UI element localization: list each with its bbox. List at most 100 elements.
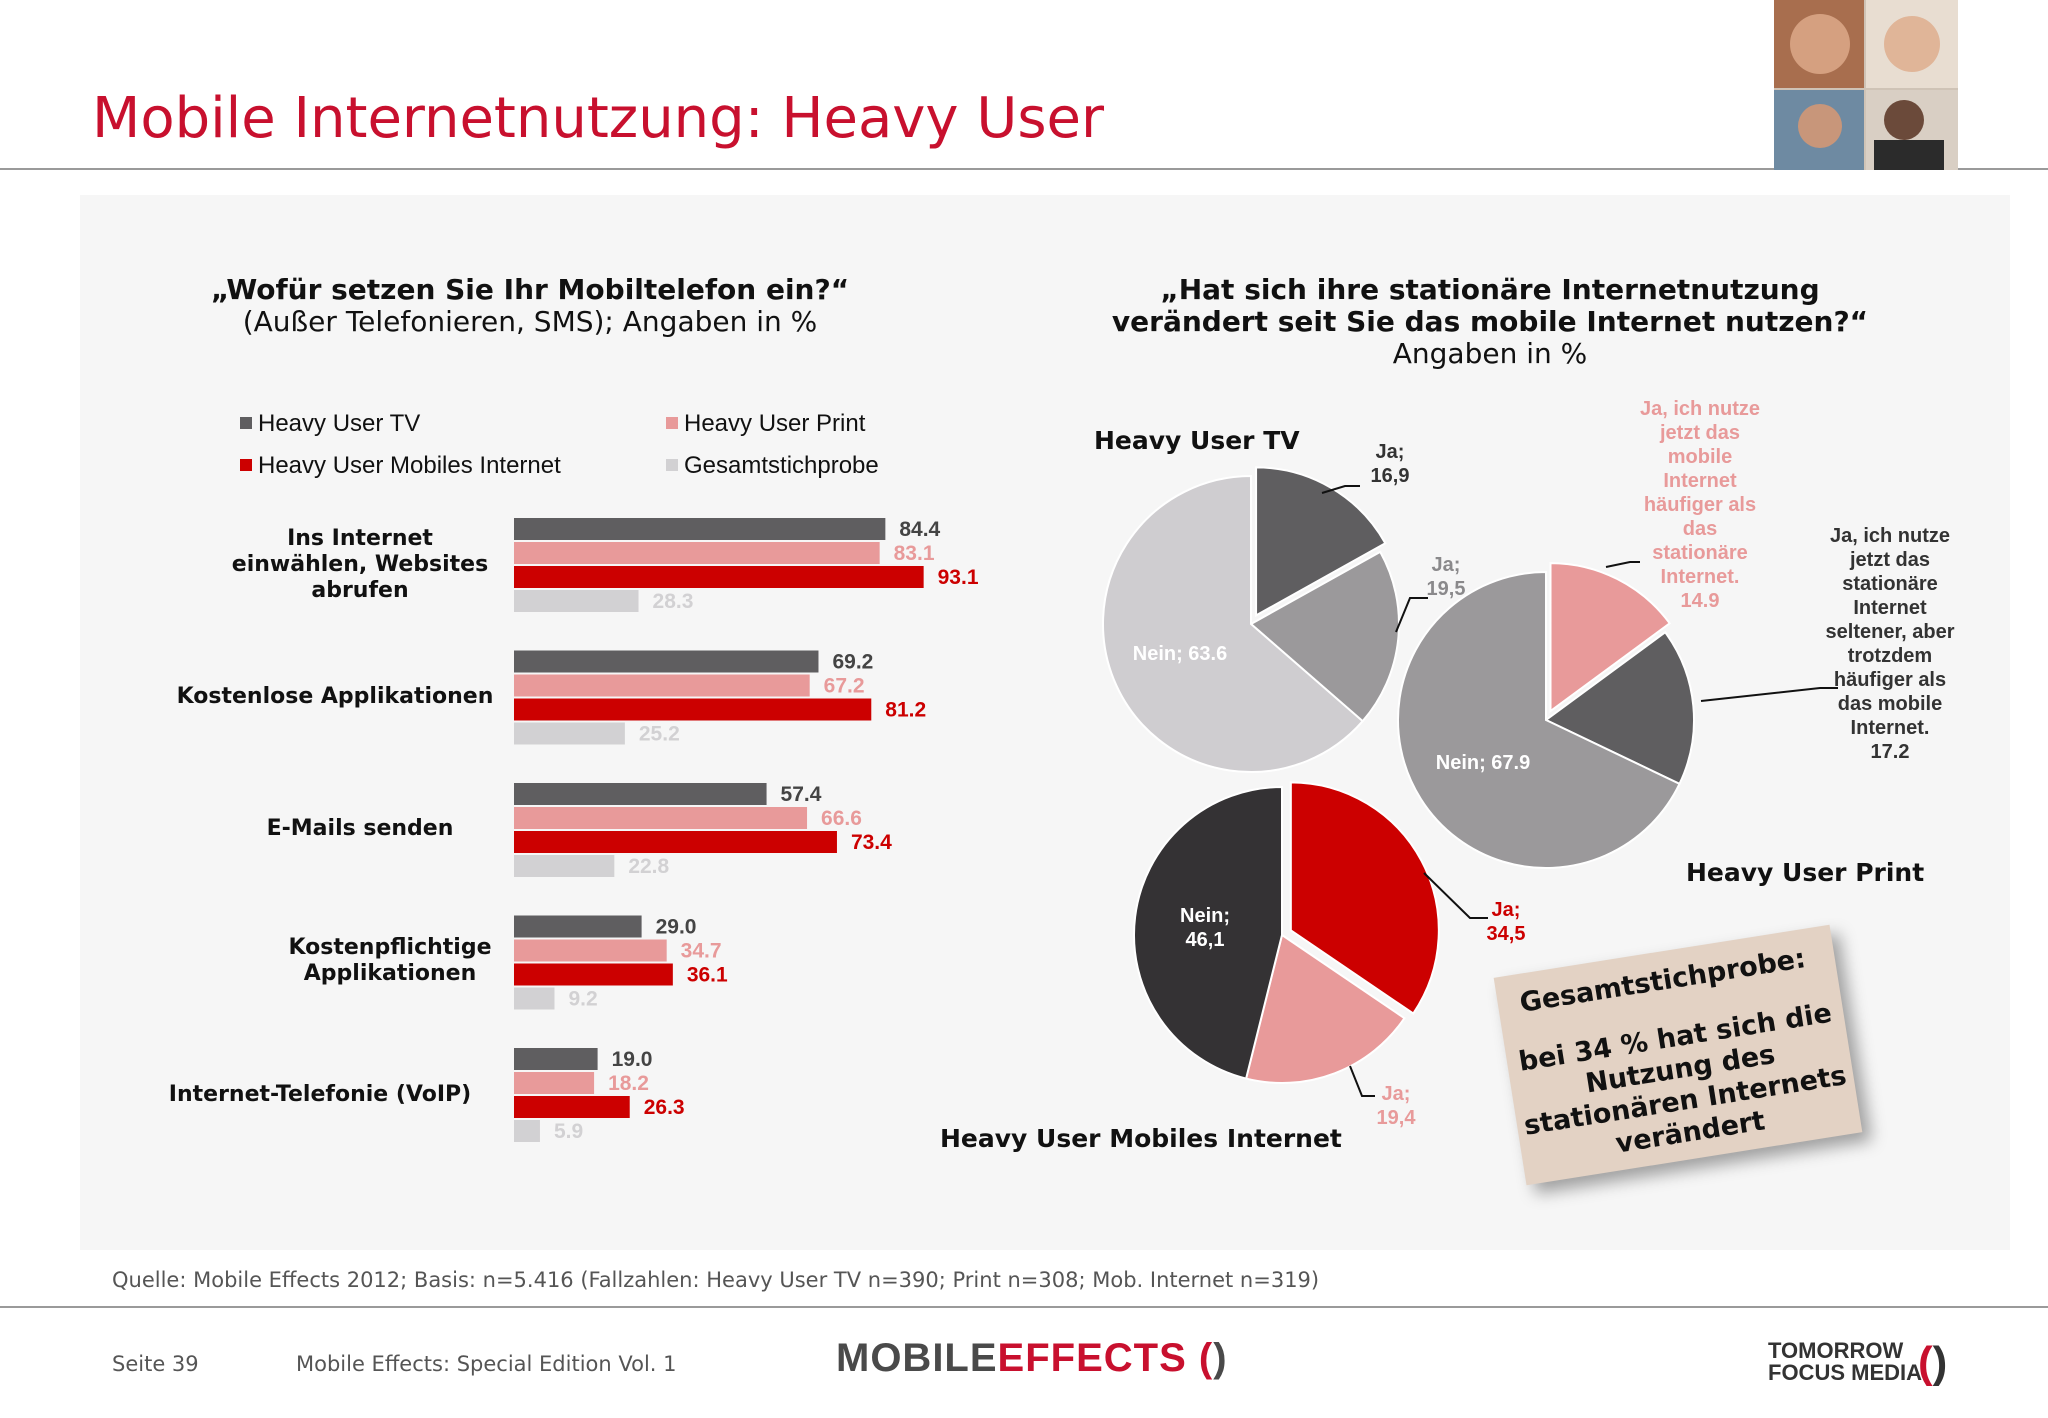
pie-label-tv-ja2: Ja; 19,5: [1406, 553, 1486, 601]
pie-slice: [1249, 550, 1400, 723]
legend-item-tv: Heavy User TV: [240, 410, 420, 438]
pie-label-line: Nein;: [1180, 905, 1230, 927]
pie-label-line: das mobile: [1837, 693, 1943, 715]
logo-text: TOMORROW: [1768, 1338, 1904, 1363]
pie-label-mobile-ja2: Ja; 19,4: [1356, 1082, 1436, 1130]
header-photo: [1774, 0, 1958, 170]
logo-bracket-icon: (: [1186, 1336, 1214, 1380]
pie-label-line: Internet: [1663, 470, 1737, 492]
bar-value-label: 57.4: [781, 783, 822, 806]
bar: [514, 674, 810, 697]
bar-value-label: 84.4: [899, 518, 940, 541]
legend-item-print: Heavy User Print: [666, 410, 865, 438]
pie-label-line: stationäre: [1652, 542, 1748, 564]
bar-value-label: 69.2: [832, 651, 873, 674]
page-number: Seite 39: [112, 1352, 199, 1376]
pie-label-line: trotzdem: [1847, 645, 1933, 667]
right-question-title-line2: verändert seit Sie das mobile Internet n…: [1111, 305, 1869, 338]
pie-leader-line: [1605, 561, 1640, 568]
logo-bracket-icon: (): [1918, 1338, 1948, 1387]
pie-label-line: 19,5: [1426, 578, 1466, 600]
category-label: Kostenpflichtige Applikationen: [288, 935, 492, 986]
pie-title-print: Heavy User Print: [1686, 858, 1925, 887]
bar-value-label: 66.6: [821, 807, 862, 830]
pie-leader-line: [1321, 485, 1360, 494]
logo-text: MOBILE: [836, 1336, 998, 1380]
bar-value-label: 25.2: [639, 723, 680, 746]
bar: [514, 722, 625, 745]
pie-label-line: seltener, aber: [1825, 621, 1955, 643]
left-question: „Wofür setzen Sie Ihr Mobiltelefon ein?“…: [150, 274, 910, 338]
bar: [514, 807, 808, 829]
pie-slice: [1549, 562, 1672, 714]
pie-slice: [1397, 570, 1681, 869]
pie-label-line: Ja;: [1431, 554, 1461, 576]
pie-leader-line: [1423, 872, 1488, 919]
pie-label-line: das: [1682, 518, 1718, 540]
pie-label-line: 16,9: [1370, 465, 1410, 487]
pie-label-line: Ja, ich nutze: [1639, 398, 1761, 420]
pie-label-line: stationäre: [1842, 573, 1938, 595]
pie-label-line: häufiger als: [1643, 494, 1757, 516]
legend-swatch-total: [666, 459, 678, 471]
right-question-subtitle: Angaben in %: [1392, 337, 1588, 370]
pie-label-print-nein: Nein; 67.9: [1435, 752, 1531, 774]
legend-label-mobile: Heavy User Mobiles Internet: [258, 452, 561, 479]
pie-label-mobile-nein: Nein; 46,1: [1165, 904, 1245, 952]
pie-label-tv-ja1: Ja; 16,9: [1350, 440, 1430, 488]
pie-slice: [1244, 933, 1406, 1084]
bar: [514, 590, 639, 612]
bar: [514, 542, 880, 564]
pie-label-line: jetzt das: [1849, 549, 1931, 571]
bar-value-label: 83.1: [894, 542, 935, 565]
bar: [514, 698, 872, 721]
legend-swatch-mobile: [240, 459, 252, 471]
pie-label-print-ja1: Ja, ich nutze jetzt das mobile Internet häuf…: [1600, 397, 1800, 613]
bar-value-label: 26.3: [644, 1096, 685, 1119]
logo-text: EFFECTS: [997, 1336, 1187, 1380]
bar: [514, 1120, 540, 1142]
left-question-title: „Wofür setzen Sie Ihr Mobiltelefon ein?“: [210, 273, 850, 306]
pie-label-line: Internet: [1853, 597, 1927, 619]
pie-label-mobile-ja1: Ja; 34,5: [1466, 898, 1546, 946]
pie-label-line: 34,5: [1486, 923, 1526, 945]
bar-value-label: 18.2: [608, 1072, 649, 1095]
bar: [514, 1096, 630, 1118]
pie-label-line: 17.2: [1870, 741, 1910, 763]
pie-label-line: Internet.: [1850, 717, 1930, 739]
bar: [514, 915, 642, 938]
logo-text: FOCUS MEDIA: [1768, 1360, 1922, 1385]
logo-bracket-icon: ): [1213, 1336, 1228, 1380]
left-question-subtitle: (Außer Telefonieren, SMS); Angaben in %: [242, 305, 818, 338]
bar: [514, 831, 837, 853]
bar-value-label: 28.3: [653, 590, 694, 613]
bar: [514, 566, 924, 588]
bar-value-label: 73.4: [851, 831, 892, 854]
category-label: Ins Internet einwählen, Websites abrufen: [231, 526, 489, 603]
legend-swatch-print: [666, 417, 678, 429]
pie-slice: [1544, 630, 1695, 786]
bar-value-label: 22.8: [628, 855, 669, 878]
pie-label-line: 19,4: [1376, 1107, 1416, 1129]
bar: [514, 855, 615, 877]
pie-label-tv-nein: Nein; 63.6: [1132, 643, 1228, 665]
right-question: „Hat sich ihre stationäre Internetnutzun…: [1080, 274, 1900, 370]
bar-value-label: 29.0: [656, 916, 697, 939]
bar: [514, 939, 667, 962]
category-label: Kostenlose Applikationen: [176, 684, 494, 709]
bar-value-label: 19.0: [612, 1048, 653, 1071]
bar: [514, 783, 767, 805]
pie-slice: [1133, 785, 1283, 1080]
bar: [514, 987, 555, 1010]
bar: [514, 963, 673, 986]
pie-title-mobile: Heavy User Mobiles Internet: [940, 1124, 1342, 1153]
legend-item-total: Gesamtstichprobe: [666, 452, 879, 480]
pie-label-line: mobile: [1667, 446, 1733, 468]
bar-value-label: 34.7: [681, 940, 722, 963]
bar-value-label: 67.2: [824, 675, 865, 698]
pie-leader-line: [1349, 1065, 1375, 1097]
pie-slice: [1102, 474, 1365, 773]
pie-label-line: 46,1: [1185, 929, 1225, 951]
